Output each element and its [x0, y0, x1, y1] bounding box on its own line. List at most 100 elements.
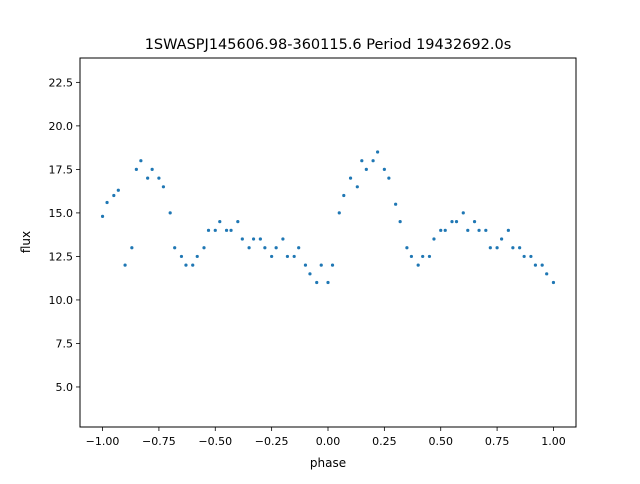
data-point — [263, 246, 267, 250]
data-point — [360, 159, 364, 163]
data-point — [495, 246, 499, 250]
x-tick-label: −0.50 — [198, 435, 232, 448]
chart-title: 1SWASPJ145606.98-360115.6 Period 1943269… — [145, 37, 512, 53]
data-point — [427, 254, 432, 259]
data-point — [319, 263, 323, 267]
data-point — [173, 246, 177, 250]
data-point — [364, 167, 368, 171]
data-point — [285, 254, 290, 259]
y-tick-label: 20.0 — [49, 120, 74, 133]
x-tick-label: 0.00 — [316, 435, 341, 448]
data-point — [529, 254, 533, 259]
plot-frame — [79, 57, 577, 428]
data-point — [274, 246, 278, 250]
y-tick-label: 22.5 — [49, 76, 74, 89]
data-point — [551, 280, 556, 285]
data-point — [179, 254, 184, 259]
data-point — [308, 272, 312, 276]
data-point — [387, 176, 391, 180]
data-point — [518, 246, 522, 250]
data-point — [421, 254, 425, 259]
y-tick-label: 5.0 — [56, 381, 74, 394]
data-point — [281, 237, 285, 241]
data-point — [443, 228, 447, 232]
data-point — [540, 263, 544, 267]
data-point — [330, 263, 335, 267]
data-point — [270, 254, 274, 259]
x-tick-label: −0.25 — [255, 435, 289, 448]
data-point — [206, 228, 211, 232]
data-point — [116, 188, 120, 192]
data-point — [477, 228, 481, 232]
x-tick-label: 0.25 — [372, 435, 397, 448]
data-point — [461, 211, 465, 215]
data-point — [258, 237, 262, 241]
data-point — [398, 220, 402, 224]
data-point — [533, 263, 538, 267]
data-point — [439, 228, 443, 232]
data-point — [112, 193, 116, 198]
data-point — [416, 263, 420, 267]
data-point — [326, 280, 330, 285]
data-point — [506, 228, 510, 232]
data-point — [105, 200, 109, 205]
data-point — [522, 254, 526, 259]
data-point — [130, 246, 134, 250]
data-point — [484, 228, 488, 232]
data-point — [337, 211, 341, 215]
data-point — [161, 185, 166, 189]
data-point — [376, 150, 380, 154]
data-point — [450, 220, 454, 224]
data-point — [472, 220, 477, 224]
data-point — [488, 246, 492, 250]
y-tick-label: 12.5 — [49, 250, 74, 263]
data-point — [409, 254, 414, 259]
data-point — [146, 176, 150, 180]
data-point — [224, 228, 229, 232]
data-point — [213, 228, 217, 232]
data-point — [202, 246, 206, 250]
data-point — [191, 263, 195, 267]
data-point — [355, 185, 359, 189]
data-point — [139, 159, 143, 163]
data-point — [240, 237, 244, 241]
x-axis-ticks: −1.00 −0.75 −0.50 −0.25 0.00 0.25 0.50 0.75 1.00 — [86, 427, 566, 448]
data-point — [371, 159, 375, 163]
y-tick-label: 15.0 — [49, 207, 74, 220]
x-axis-label: phase — [310, 456, 346, 470]
scatter-points — [100, 150, 556, 285]
y-tick-label: 7.5 — [56, 337, 74, 350]
data-point — [466, 228, 470, 232]
data-point — [195, 254, 199, 259]
data-point — [100, 214, 105, 218]
x-tick-label: 0.50 — [428, 435, 453, 448]
data-point — [297, 246, 301, 250]
data-point — [218, 220, 222, 224]
data-point — [432, 237, 436, 241]
data-point — [168, 211, 172, 215]
data-point — [150, 167, 154, 171]
data-point — [252, 237, 256, 241]
data-point — [229, 228, 233, 232]
data-point — [315, 280, 319, 285]
data-point — [394, 202, 398, 206]
y-tick-label: 17.5 — [49, 163, 74, 176]
y-axis-ticks: 5.0 7.5 10.0 12.5 15.0 17.5 20.0 22.5 — [49, 76, 80, 394]
data-point — [134, 167, 138, 171]
x-tick-label: 0.75 — [485, 435, 510, 448]
y-tick-label: 10.0 — [49, 294, 74, 307]
x-tick-label: −0.75 — [142, 435, 176, 448]
x-tick-label: 1.00 — [541, 435, 566, 448]
data-point — [303, 263, 308, 267]
data-point — [454, 220, 459, 224]
data-point — [236, 220, 240, 224]
data-point — [511, 246, 515, 250]
y-axis-label: flux — [19, 231, 33, 253]
data-point — [382, 167, 386, 171]
data-point — [123, 263, 127, 267]
data-point — [292, 254, 296, 259]
data-point — [545, 272, 549, 276]
data-point — [184, 263, 188, 267]
